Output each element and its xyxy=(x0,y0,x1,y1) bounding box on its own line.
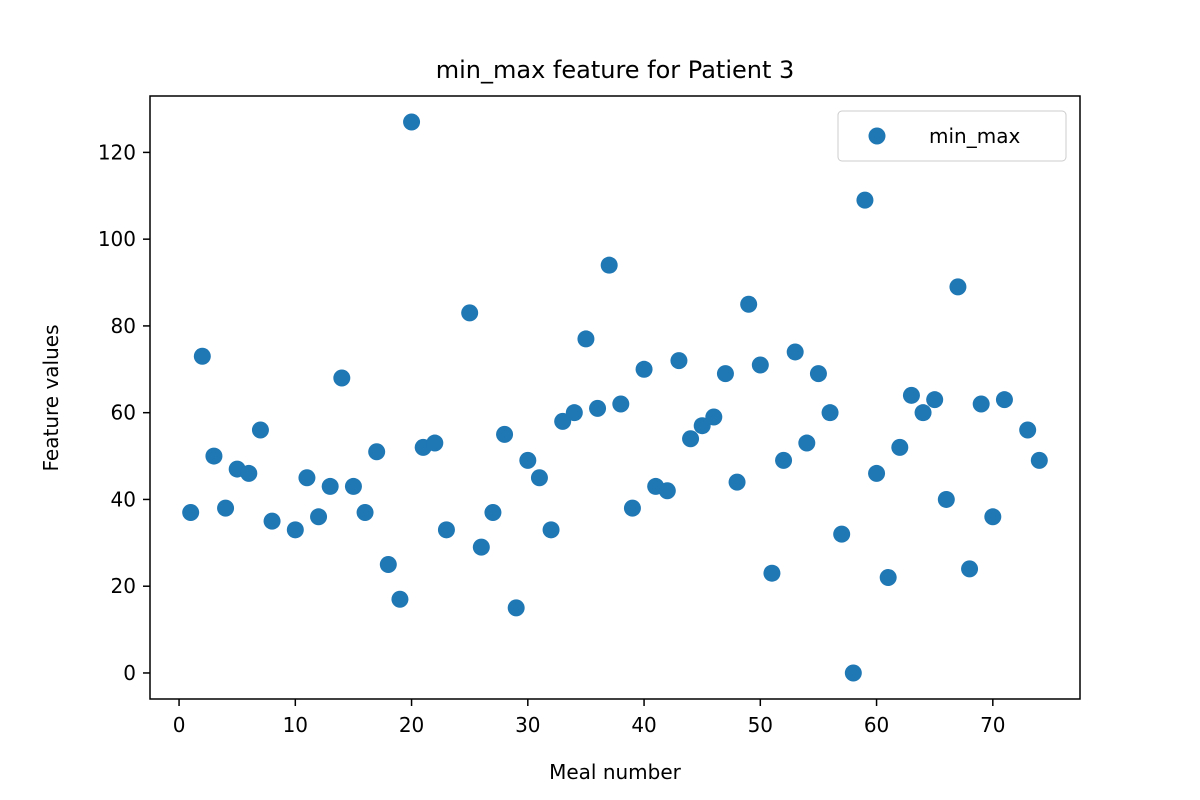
x-axis-label: Meal number xyxy=(549,760,682,784)
data-point xyxy=(263,512,281,530)
data-point xyxy=(589,399,607,417)
data-point xyxy=(961,560,979,578)
plot-area xyxy=(150,96,1080,699)
data-point xyxy=(530,469,548,487)
data-point xyxy=(902,386,920,404)
y-axis-label: Feature values xyxy=(39,325,63,472)
data-point xyxy=(472,538,490,556)
data-point xyxy=(437,521,455,539)
data-point xyxy=(821,404,839,422)
data-point xyxy=(926,391,944,409)
x-tick-label: 70 xyxy=(980,713,1005,737)
points-layer xyxy=(182,113,1048,682)
legend-box xyxy=(837,110,1067,162)
data-point xyxy=(403,113,421,131)
y-tick-label: 0 xyxy=(123,661,136,685)
data-point xyxy=(833,525,851,543)
data-point xyxy=(321,477,339,495)
y-tick-label: 40 xyxy=(111,487,136,511)
plot-frame xyxy=(149,95,1081,700)
data-point xyxy=(286,521,304,539)
data-point xyxy=(251,421,269,439)
x-tick-label: 60 xyxy=(864,713,889,737)
y-tick-label: 20 xyxy=(111,574,136,598)
data-point xyxy=(809,365,827,383)
data-point xyxy=(1019,421,1037,439)
y-tick-label: 120 xyxy=(98,140,136,164)
data-point xyxy=(914,404,932,422)
data-point xyxy=(368,443,386,461)
data-point xyxy=(193,347,211,365)
data-point xyxy=(612,395,630,413)
data-point xyxy=(658,482,676,500)
y-tick-label: 100 xyxy=(98,227,136,251)
data-point xyxy=(379,556,397,574)
data-point xyxy=(856,191,874,209)
data-point xyxy=(519,451,537,469)
data-point xyxy=(496,425,514,443)
x-tick-label: 50 xyxy=(748,713,773,737)
x-axis: 0 10 20 30 40 50 60 70 xyxy=(173,699,1006,737)
data-point xyxy=(972,395,990,413)
data-point xyxy=(635,360,653,378)
data-point xyxy=(577,330,595,348)
data-point xyxy=(716,365,734,383)
data-point xyxy=(240,464,258,482)
legend: min_max xyxy=(837,110,1067,162)
data-point xyxy=(705,408,723,426)
legend-label: min_max xyxy=(929,124,1020,148)
data-point xyxy=(751,356,769,374)
data-point xyxy=(682,430,700,448)
data-point xyxy=(740,295,758,313)
data-point xyxy=(728,473,746,491)
x-tick-label: 30 xyxy=(515,713,540,737)
data-point xyxy=(891,438,909,456)
data-point xyxy=(879,569,897,587)
data-point xyxy=(693,417,711,435)
x-tick-label: 10 xyxy=(283,713,308,737)
data-point xyxy=(844,664,862,682)
data-point xyxy=(356,503,374,521)
data-point xyxy=(391,590,409,608)
data-point xyxy=(670,352,688,370)
data-point xyxy=(484,503,502,521)
data-point xyxy=(600,256,618,274)
data-point xyxy=(949,278,967,296)
data-point xyxy=(333,369,351,387)
data-point xyxy=(298,469,316,487)
data-point xyxy=(542,521,560,539)
data-point xyxy=(984,508,1002,526)
data-point xyxy=(344,477,362,495)
y-tick-label: 60 xyxy=(111,401,136,425)
data-point xyxy=(786,343,804,361)
y-axis: 0 20 40 60 80 100 120 xyxy=(98,140,150,685)
x-tick-label: 20 xyxy=(399,713,424,737)
data-point xyxy=(623,499,641,517)
data-point xyxy=(217,499,235,517)
data-point xyxy=(205,447,223,465)
data-point xyxy=(868,464,886,482)
data-point xyxy=(310,508,328,526)
data-point xyxy=(554,412,572,430)
data-point xyxy=(995,391,1013,409)
data-point xyxy=(763,564,781,582)
data-point xyxy=(461,304,479,322)
data-point xyxy=(565,404,583,422)
legend-marker xyxy=(868,127,886,145)
chart-title: min_max feature for Patient 3 xyxy=(436,56,795,84)
data-point xyxy=(182,503,200,521)
data-point xyxy=(798,434,816,452)
data-point xyxy=(937,490,955,508)
data-point xyxy=(1030,451,1048,469)
x-tick-label: 0 xyxy=(173,713,186,737)
data-point xyxy=(426,434,444,452)
x-tick-label: 40 xyxy=(631,713,656,737)
y-tick-label: 80 xyxy=(111,314,136,338)
data-point xyxy=(775,451,793,469)
data-point xyxy=(507,599,525,617)
